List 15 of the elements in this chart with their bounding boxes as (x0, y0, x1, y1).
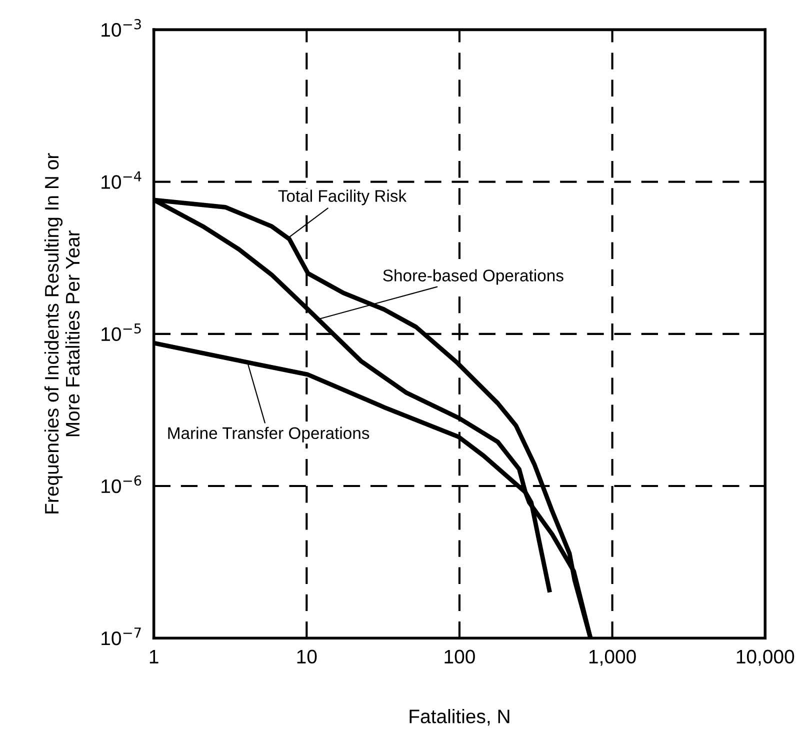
x-tick-label: 100 (444, 650, 475, 664)
annotation: Total Facility Risk (278, 190, 407, 206)
y-tick-label: 10$^{−7}$ (102, 628, 141, 646)
y-tick-label: 10$^{−5}$ (102, 323, 141, 342)
y-axis-title: Frequencies of Incidents Resulting In N or More Fatalities Per Year (44, 153, 80, 514)
x-axis-title: Fatalities, N (410, 709, 510, 726)
y-tick-label: 10$^{−3}$ (102, 19, 141, 37)
y-tick-label: 10$^{−4}$ (102, 171, 142, 189)
annotation: Shore-based Operations (383, 269, 564, 285)
x-tick-label: 10,000 (736, 650, 794, 666)
x-tick-label: 1 (150, 650, 158, 664)
x-tick-label: 1,000 (589, 650, 636, 666)
annotation: Marine Transfer Operations (168, 426, 370, 442)
x-tick-label: 10 (297, 650, 317, 664)
y-tick-label: 10$^{−6}$ (102, 475, 142, 494)
